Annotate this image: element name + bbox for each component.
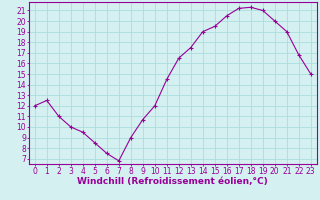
X-axis label: Windchill (Refroidissement éolien,°C): Windchill (Refroidissement éolien,°C) xyxy=(77,177,268,186)
